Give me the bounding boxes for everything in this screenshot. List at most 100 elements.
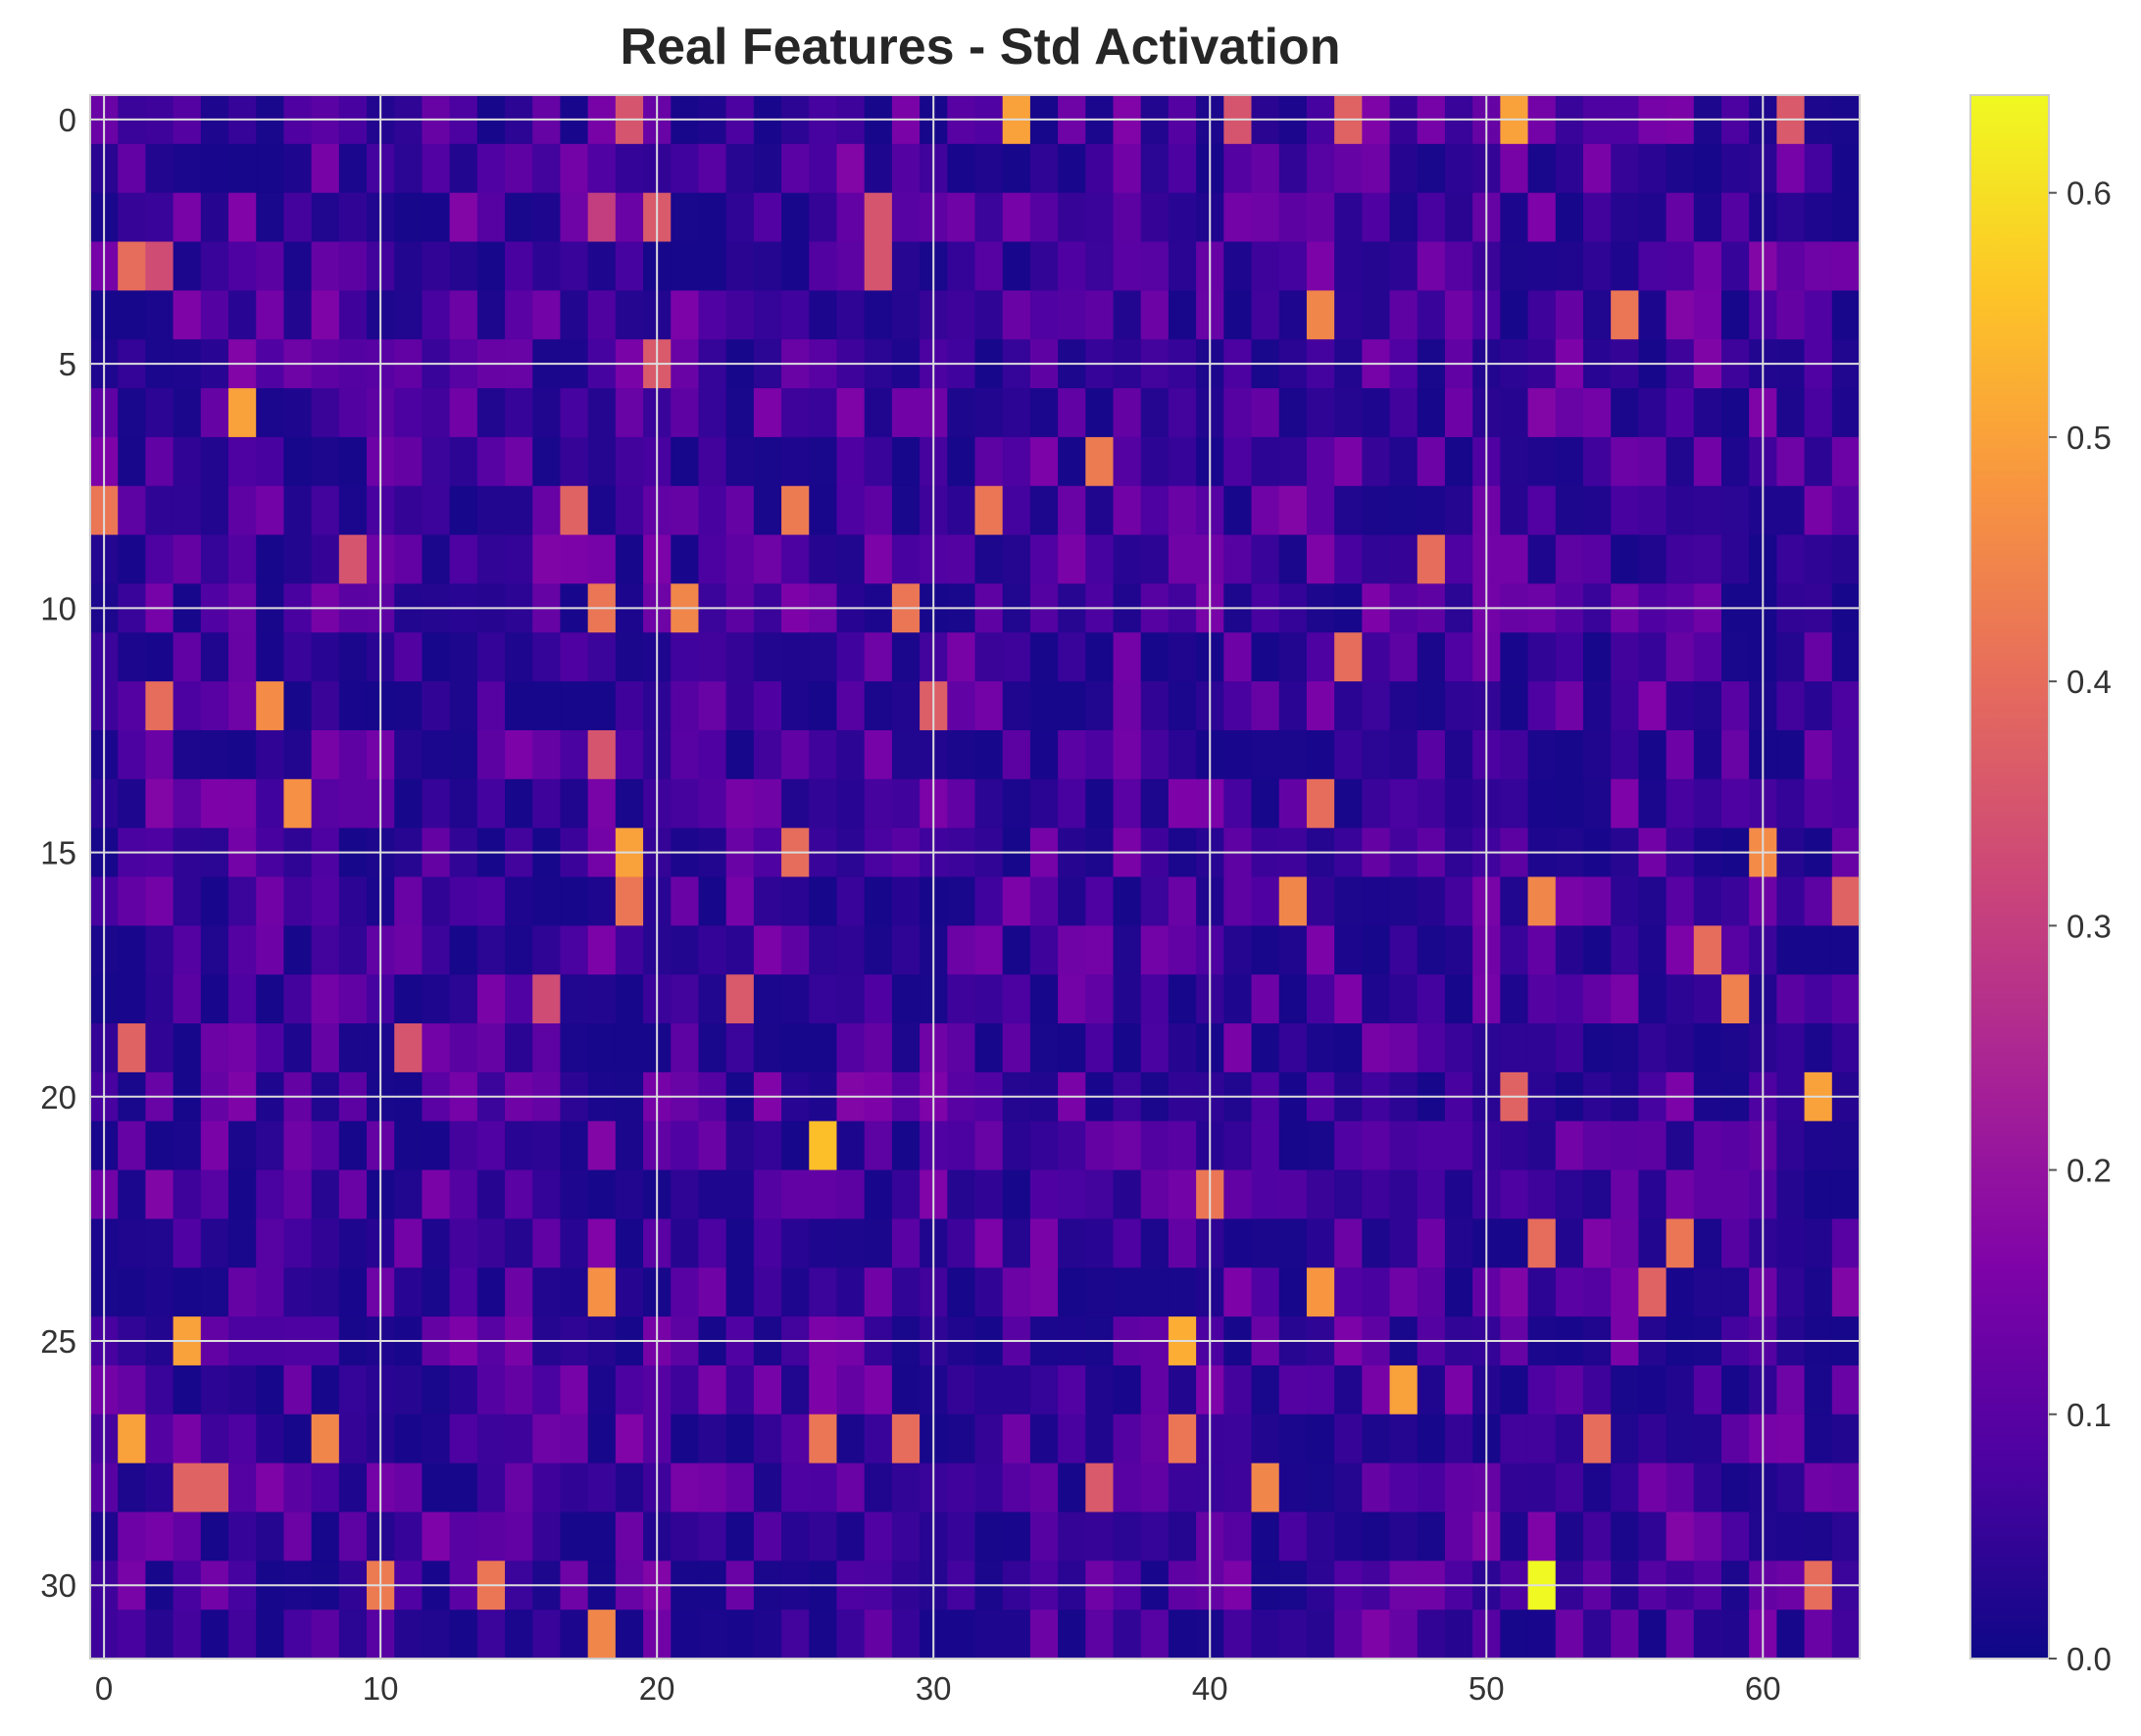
heatmap-cell <box>725 143 755 194</box>
heatmap-cell <box>1251 192 1280 243</box>
y-tick-label: 30 <box>40 1567 76 1604</box>
heatmap-cell <box>725 388 755 438</box>
heatmap-cell <box>1720 1512 1750 1562</box>
heatmap-cell <box>1693 1169 1722 1219</box>
heatmap-cell <box>1306 1218 1335 1268</box>
heatmap-cell <box>1582 1610 1612 1660</box>
heatmap-cell <box>1693 1364 1722 1415</box>
heatmap-cell <box>615 729 644 780</box>
heatmap-cell <box>1168 681 1197 731</box>
heatmap-cell <box>864 1218 893 1268</box>
heatmap-cell <box>1500 290 1529 340</box>
heatmap-cell <box>891 436 921 487</box>
heatmap-cell <box>836 778 866 829</box>
heatmap-cell <box>587 1218 617 1268</box>
heatmap-cell <box>1720 632 1750 682</box>
heatmap-cell <box>615 241 644 291</box>
heatmap-cell <box>1168 925 1197 975</box>
heatmap-cell <box>1804 1414 1833 1464</box>
heatmap-cell <box>1278 876 1308 926</box>
heatmap-cell <box>1666 143 1695 194</box>
heatmap-cell <box>725 974 755 1024</box>
heatmap-cell <box>476 143 506 194</box>
heatmap-cell <box>476 436 506 487</box>
heatmap-cell <box>587 534 617 585</box>
heatmap-cell <box>1029 1218 1059 1268</box>
heatmap-cell <box>1666 778 1695 829</box>
heatmap-cell <box>1140 876 1170 926</box>
heatmap-cell <box>698 485 727 536</box>
heatmap-cell <box>781 1463 810 1513</box>
heatmap-cell <box>1720 681 1750 731</box>
heatmap-cell <box>118 534 146 585</box>
heatmap-cell <box>1500 241 1529 291</box>
heatmap-cell <box>311 1364 340 1415</box>
heatmap-cell <box>1362 681 1391 731</box>
heatmap-cell <box>422 876 451 926</box>
heatmap-cell <box>422 778 451 829</box>
heatmap-cell <box>698 876 727 926</box>
heatmap-cell <box>173 681 202 731</box>
heatmap-cell <box>560 729 589 780</box>
heatmap-cell <box>1500 876 1529 926</box>
heatmap-cell <box>1611 974 1639 1024</box>
heatmap-cell <box>173 876 202 926</box>
heatmap-cell <box>422 974 451 1024</box>
heatmap-cell <box>173 1512 202 1562</box>
heatmap-cell <box>1582 729 1612 780</box>
heatmap-cell <box>560 681 589 731</box>
heatmap-cell <box>394 1463 423 1513</box>
heatmap-cell <box>173 974 202 1024</box>
heatmap-cell <box>256 534 285 585</box>
heatmap-cell <box>1223 143 1253 194</box>
heatmap-cell <box>1306 632 1335 682</box>
heatmap-cell <box>394 241 423 291</box>
heatmap-cell <box>1804 778 1833 829</box>
heatmap-cell <box>836 1610 866 1660</box>
heatmap-cell <box>1693 681 1722 731</box>
heatmap-cell <box>118 1120 146 1171</box>
heatmap-cell <box>1002 1364 1031 1415</box>
heatmap-cell <box>1776 925 1806 975</box>
heatmap-cell <box>1693 143 1722 194</box>
heatmap-cell <box>1500 1267 1529 1317</box>
heatmap-cell <box>1417 1364 1446 1415</box>
heatmap-cell <box>1776 1218 1806 1268</box>
heatmap-cell <box>1555 534 1584 585</box>
heatmap-cell <box>1140 1169 1170 1219</box>
heatmap-cell <box>1666 1512 1695 1562</box>
heatmap-cell <box>283 1218 313 1268</box>
heatmap-cell <box>836 681 866 731</box>
heatmap-cell <box>864 974 893 1024</box>
heatmap-cell <box>1500 436 1529 487</box>
heatmap-cell <box>671 534 700 585</box>
heatmap-cell <box>1417 290 1446 340</box>
heatmap-cell <box>1720 143 1750 194</box>
heatmap-cell <box>1638 1512 1668 1562</box>
heatmap-cell <box>1638 534 1668 585</box>
heatmap-cell <box>615 778 644 829</box>
heatmap-cell <box>1611 632 1639 682</box>
heatmap-cell <box>476 681 506 731</box>
heatmap-cell <box>1334 192 1363 243</box>
heatmap-cell <box>864 1023 893 1073</box>
heatmap-cell <box>283 143 313 194</box>
x-tick-label: 30 <box>916 1670 952 1707</box>
heatmap-cell <box>1140 485 1170 536</box>
heatmap-cell <box>1611 1023 1639 1073</box>
heatmap-cell <box>587 290 617 340</box>
heatmap-cell <box>449 1610 478 1660</box>
heatmap-cell <box>338 241 368 291</box>
heatmap-cell <box>449 778 478 829</box>
heatmap-cell <box>1638 729 1668 780</box>
heatmap-cell <box>228 1023 257 1073</box>
heatmap-cell <box>505 1023 533 1073</box>
heatmap-cell <box>422 1610 451 1660</box>
heatmap-cell <box>836 485 866 536</box>
heatmap-cell <box>145 729 174 780</box>
heatmap-cell <box>1334 534 1363 585</box>
heatmap-cell <box>864 925 893 975</box>
heatmap-cell <box>145 143 174 194</box>
heatmap-cell <box>891 241 921 291</box>
heatmap-cell <box>283 1610 313 1660</box>
